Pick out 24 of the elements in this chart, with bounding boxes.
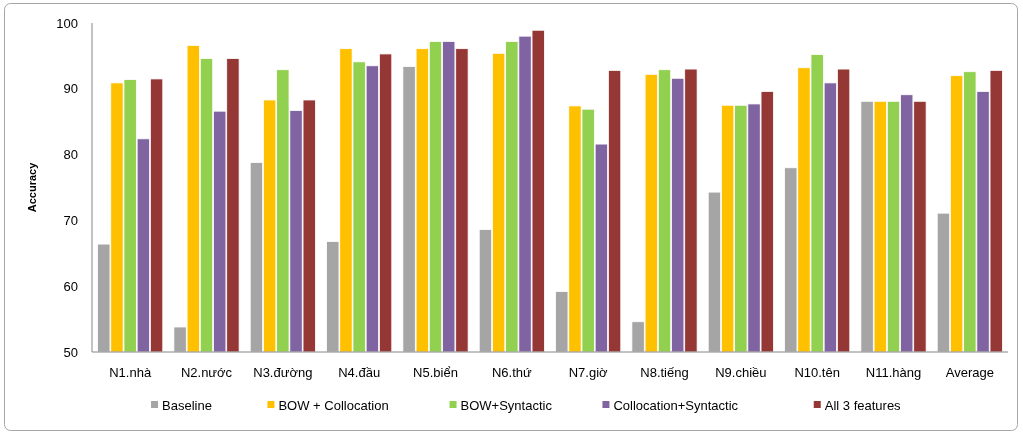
- x-tick-label: N8.tiếng: [640, 365, 689, 380]
- y-tick-label: 60: [63, 278, 78, 294]
- x-tick-label: N3.đường: [253, 365, 313, 380]
- y-tick-label: 100: [56, 15, 78, 31]
- legend-label: Collocation+Syntactic: [613, 397, 739, 413]
- x-tick-label: N10.tên: [794, 365, 840, 380]
- x-tick-label: N1.nhà: [109, 365, 152, 380]
- x-tick-label: N4.đầu: [338, 365, 381, 380]
- y-tick-label: 90: [63, 81, 78, 97]
- legend-label: BOW+Syntactic: [460, 397, 553, 413]
- x-tick-label: N5.biển: [413, 365, 458, 380]
- x-tick-label: N9.chiều: [715, 365, 767, 380]
- y-tick-label: 50: [63, 344, 78, 360]
- legend-label: BOW + Collocation: [278, 397, 389, 413]
- y-axis-title: Accuracy: [26, 161, 38, 213]
- x-tick-label: Average: [945, 365, 994, 380]
- y-tick-label: 70: [63, 212, 78, 228]
- x-tick-label: N2.nước: [180, 365, 233, 380]
- y-tick-label: 80: [63, 147, 78, 163]
- x-tick-label: N11.hàng: [865, 365, 922, 380]
- legend-label: Baseline: [162, 397, 212, 413]
- legend-label: All 3 features: [824, 397, 902, 413]
- x-tick-label: N6.thứ: [491, 365, 533, 380]
- x-tick-label: N7.giờ: [568, 365, 609, 380]
